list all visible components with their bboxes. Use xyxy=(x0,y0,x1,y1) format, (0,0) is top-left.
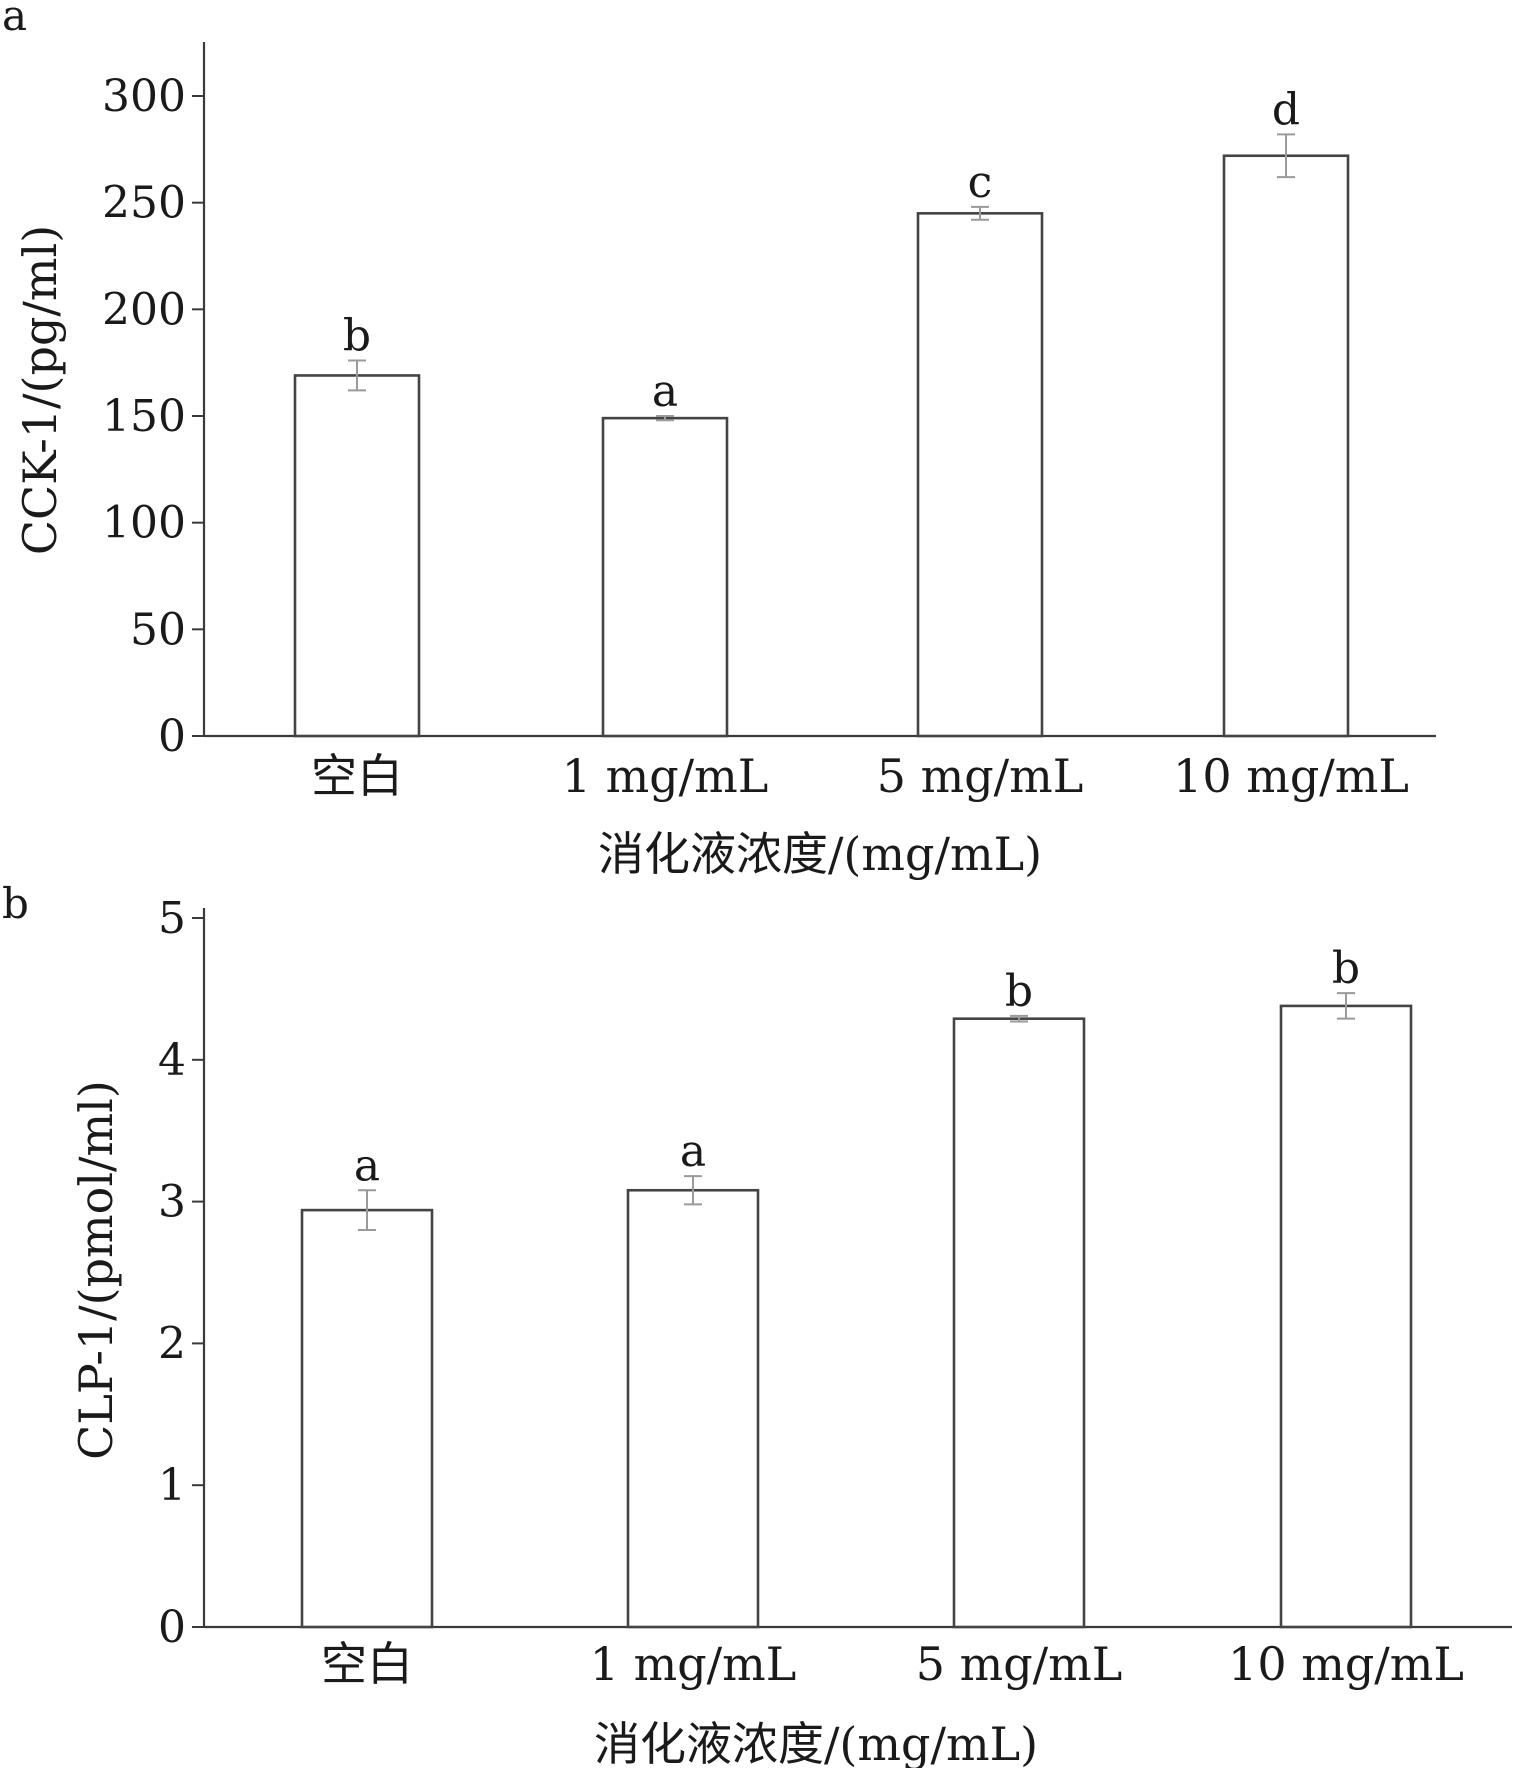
panel-b-y-tick-label: 3 xyxy=(158,1177,186,1228)
panel-a-y-tick-label: 200 xyxy=(102,284,186,335)
panel-b-category-labels: 空白 1 mg/mL 5 mg/mL 10 mg/mL xyxy=(321,1637,1464,1691)
category-label-1: 空白 xyxy=(321,1637,413,1691)
significance-label-1: b xyxy=(343,311,371,362)
significance-label-4: b xyxy=(1332,943,1360,994)
panel-a-y-tick-label: 300 xyxy=(102,71,186,122)
bar-4 xyxy=(1222,154,1350,738)
panel-label-b: b xyxy=(2,879,29,928)
category-label-1: 空白 xyxy=(311,749,403,803)
panel-a: a 0 50 100 150 200 250 300 b a c d 空白 1 mg/mL 5 mg/… xyxy=(2,0,1436,881)
category-label-4: 10 mg/mL xyxy=(1228,1637,1464,1691)
category-label-3: 5 mg/mL xyxy=(916,1637,1123,1691)
error-bar-3 xyxy=(1010,1014,1028,1023)
error-bar-4 xyxy=(1277,133,1295,179)
panel-b-y-tick-label: 4 xyxy=(158,1035,186,1086)
panel-a-y-ticks: 0 50 100 150 200 250 300 xyxy=(102,71,204,762)
bar-2 xyxy=(601,416,729,738)
panel-a-y-tick-label: 250 xyxy=(102,178,186,229)
panel-a-y-tick-label: 150 xyxy=(102,391,186,442)
significance-label-1: a xyxy=(354,1140,380,1191)
panel-b-y-ticks: 0 1 2 3 4 5 xyxy=(158,893,204,1653)
significance-label-2: a xyxy=(680,1126,706,1177)
panel-b-y-tick-label: 5 xyxy=(158,893,186,944)
panel-b-x-axis-label: 消化液浓度/(mg/mL) xyxy=(594,1717,1038,1768)
error-bar-2 xyxy=(656,415,674,422)
panel-b: b 0 1 2 3 4 5 a a b b 空白 1 mg/mL 5 mg/mL 10 mg/mL C… xyxy=(2,879,1512,1768)
error-bar-2 xyxy=(684,1175,702,1206)
panel-a-y-axis-label: CCK-1/(pg/ml) xyxy=(13,225,67,555)
panel-a-x-axis-label: 消化液浓度/(mg/mL) xyxy=(598,827,1042,881)
panel-a-y-tick-label: 0 xyxy=(158,711,186,762)
significance-label-3: b xyxy=(1005,966,1033,1017)
panel-b-y-tick-label: 2 xyxy=(158,1318,186,1369)
category-label-4: 10 mg/mL xyxy=(1173,749,1409,803)
bar-2 xyxy=(626,1188,760,1629)
category-label-2: 1 mg/mL xyxy=(562,749,769,803)
category-label-3: 5 mg/mL xyxy=(877,749,1084,803)
error-bar-1 xyxy=(358,1189,376,1231)
panel-b-y-axis-label: CLP-1/(pmol/ml) xyxy=(69,1080,123,1460)
significance-label-2: a xyxy=(652,366,678,417)
panel-a-bars: b a c d xyxy=(293,84,1350,738)
bar-4 xyxy=(1279,1004,1413,1629)
bar-3 xyxy=(916,212,1044,738)
bar-1 xyxy=(300,1208,434,1629)
panel-a-y-tick-label: 100 xyxy=(102,498,186,549)
error-bar-1 xyxy=(348,359,366,392)
panel-a-y-tick-label: 50 xyxy=(130,604,186,655)
bar-3 xyxy=(952,1017,1086,1629)
panel-a-category-labels: 空白 1 mg/mL 5 mg/mL 10 mg/mL xyxy=(311,749,1409,803)
significance-label-4: d xyxy=(1272,84,1300,135)
category-label-2: 1 mg/mL xyxy=(590,1637,797,1691)
panel-b-y-tick-label: 0 xyxy=(158,1602,186,1653)
panel-b-y-tick-label: 1 xyxy=(158,1460,186,1511)
error-bar-3 xyxy=(971,205,989,221)
significance-label-3: c xyxy=(968,157,993,208)
error-bar-4 xyxy=(1337,992,1355,1020)
panel-label-a: a xyxy=(2,0,27,40)
panel-b-bars: a a b b xyxy=(300,943,1413,1629)
bar-1 xyxy=(293,374,421,738)
